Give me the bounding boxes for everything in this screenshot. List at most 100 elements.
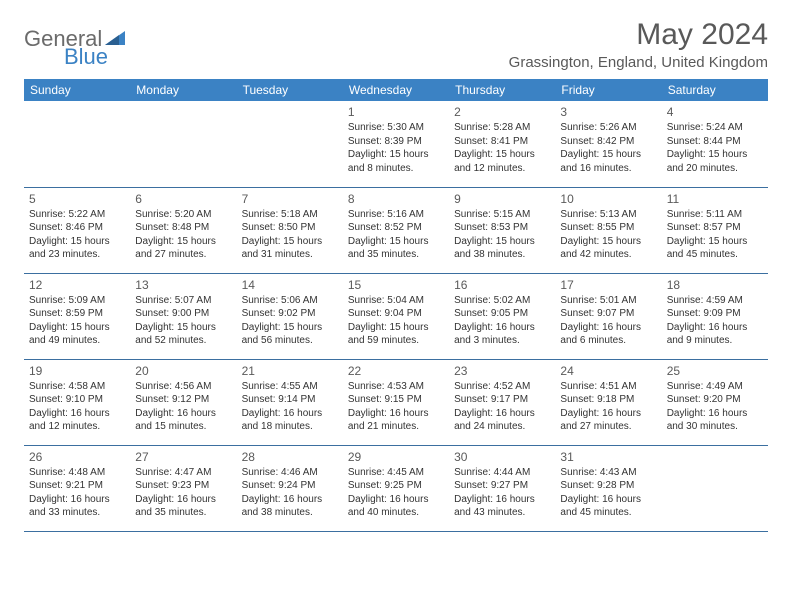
day-number: 17 xyxy=(560,277,656,293)
sunrise-line: Sunrise: 5:11 AM xyxy=(667,208,763,222)
logo-line2: Blue xyxy=(24,44,108,70)
day-number: 23 xyxy=(454,363,550,379)
daylight-line: Daylight: 15 hours and 20 minutes. xyxy=(667,148,763,175)
daylight-line: Daylight: 16 hours and 27 minutes. xyxy=(560,407,656,434)
day-number: 11 xyxy=(667,191,763,207)
day-number: 13 xyxy=(135,277,231,293)
header: General May 2024 Grassington, England, U… xyxy=(24,18,768,71)
day-number: 2 xyxy=(454,104,550,120)
day-number: 1 xyxy=(348,104,444,120)
calendar-cell: 18Sunrise: 4:59 AMSunset: 9:09 PMDayligh… xyxy=(662,273,768,359)
sunset-line: Sunset: 9:05 PM xyxy=(454,307,550,321)
sunset-line: Sunset: 8:59 PM xyxy=(29,307,125,321)
sunset-line: Sunset: 9:24 PM xyxy=(242,479,338,493)
daylight-line: Daylight: 15 hours and 31 minutes. xyxy=(242,235,338,262)
calendar-cell: 5Sunrise: 5:22 AMSunset: 8:46 PMDaylight… xyxy=(24,187,130,273)
logo-triangle-icon xyxy=(105,29,125,50)
day-number: 29 xyxy=(348,449,444,465)
daylight-line: Daylight: 16 hours and 3 minutes. xyxy=(454,321,550,348)
daylight-line: Daylight: 15 hours and 52 minutes. xyxy=(135,321,231,348)
sunset-line: Sunset: 9:27 PM xyxy=(454,479,550,493)
sunset-line: Sunset: 9:12 PM xyxy=(135,393,231,407)
calendar-cell: 22Sunrise: 4:53 AMSunset: 9:15 PMDayligh… xyxy=(343,359,449,445)
daylight-line: Daylight: 16 hours and 15 minutes. xyxy=(135,407,231,434)
sunset-line: Sunset: 9:10 PM xyxy=(29,393,125,407)
sunset-line: Sunset: 9:14 PM xyxy=(242,393,338,407)
dayhdr-tue: Tuesday xyxy=(237,79,343,101)
day-number: 14 xyxy=(242,277,338,293)
sunrise-line: Sunrise: 5:09 AM xyxy=(29,294,125,308)
dayhdr-wed: Wednesday xyxy=(343,79,449,101)
day-number: 9 xyxy=(454,191,550,207)
calendar-cell: 15Sunrise: 5:04 AMSunset: 9:04 PMDayligh… xyxy=(343,273,449,359)
dayhdr-thu: Thursday xyxy=(449,79,555,101)
calendar-cell xyxy=(130,101,236,187)
sunrise-line: Sunrise: 4:53 AM xyxy=(348,380,444,394)
dayhdr-mon: Monday xyxy=(130,79,236,101)
sunset-line: Sunset: 8:57 PM xyxy=(667,221,763,235)
sunset-line: Sunset: 8:39 PM xyxy=(348,135,444,149)
logo-text-blue: Blue xyxy=(24,44,108,69)
sunset-line: Sunset: 9:07 PM xyxy=(560,307,656,321)
sunset-line: Sunset: 8:52 PM xyxy=(348,221,444,235)
sunrise-line: Sunrise: 5:01 AM xyxy=(560,294,656,308)
sunrise-line: Sunrise: 4:46 AM xyxy=(242,466,338,480)
sunrise-line: Sunrise: 4:49 AM xyxy=(667,380,763,394)
day-number: 22 xyxy=(348,363,444,379)
daylight-line: Daylight: 16 hours and 24 minutes. xyxy=(454,407,550,434)
day-number: 28 xyxy=(242,449,338,465)
daylight-line: Daylight: 15 hours and 35 minutes. xyxy=(348,235,444,262)
calendar-cell: 7Sunrise: 5:18 AMSunset: 8:50 PMDaylight… xyxy=(237,187,343,273)
sunrise-line: Sunrise: 5:02 AM xyxy=(454,294,550,308)
calendar-cell: 20Sunrise: 4:56 AMSunset: 9:12 PMDayligh… xyxy=(130,359,236,445)
daylight-line: Daylight: 15 hours and 45 minutes. xyxy=(667,235,763,262)
day-header-row: Sunday Monday Tuesday Wednesday Thursday… xyxy=(24,79,768,101)
calendar-page: General May 2024 Grassington, England, U… xyxy=(0,0,792,550)
sunrise-line: Sunrise: 4:51 AM xyxy=(560,380,656,394)
calendar-row: 26Sunrise: 4:48 AMSunset: 9:21 PMDayligh… xyxy=(24,445,768,531)
day-number: 21 xyxy=(242,363,338,379)
calendar-cell: 1Sunrise: 5:30 AMSunset: 8:39 PMDaylight… xyxy=(343,101,449,187)
sunrise-line: Sunrise: 5:16 AM xyxy=(348,208,444,222)
day-number: 10 xyxy=(560,191,656,207)
location-subtitle: Grassington, England, United Kingdom xyxy=(509,54,768,71)
calendar-row: 19Sunrise: 4:58 AMSunset: 9:10 PMDayligh… xyxy=(24,359,768,445)
sunrise-line: Sunrise: 4:45 AM xyxy=(348,466,444,480)
day-number: 19 xyxy=(29,363,125,379)
day-number: 30 xyxy=(454,449,550,465)
daylight-line: Daylight: 16 hours and 40 minutes. xyxy=(348,493,444,520)
sunrise-line: Sunrise: 4:59 AM xyxy=(667,294,763,308)
sunset-line: Sunset: 8:44 PM xyxy=(667,135,763,149)
daylight-line: Daylight: 16 hours and 35 minutes. xyxy=(135,493,231,520)
sunrise-line: Sunrise: 4:56 AM xyxy=(135,380,231,394)
daylight-line: Daylight: 15 hours and 56 minutes. xyxy=(242,321,338,348)
daylight-line: Daylight: 15 hours and 12 minutes. xyxy=(454,148,550,175)
day-number: 25 xyxy=(667,363,763,379)
calendar-cell: 6Sunrise: 5:20 AMSunset: 8:48 PMDaylight… xyxy=(130,187,236,273)
day-number: 4 xyxy=(667,104,763,120)
sunset-line: Sunset: 9:21 PM xyxy=(29,479,125,493)
day-number: 8 xyxy=(348,191,444,207)
sunrise-line: Sunrise: 5:04 AM xyxy=(348,294,444,308)
sunrise-line: Sunrise: 5:30 AM xyxy=(348,121,444,135)
sunset-line: Sunset: 9:00 PM xyxy=(135,307,231,321)
month-title: May 2024 xyxy=(509,18,768,52)
sunset-line: Sunset: 8:46 PM xyxy=(29,221,125,235)
calendar-cell xyxy=(24,101,130,187)
calendar-cell: 31Sunrise: 4:43 AMSunset: 9:28 PMDayligh… xyxy=(555,445,661,531)
sunset-line: Sunset: 9:09 PM xyxy=(667,307,763,321)
calendar-row: 5Sunrise: 5:22 AMSunset: 8:46 PMDaylight… xyxy=(24,187,768,273)
day-number: 31 xyxy=(560,449,656,465)
calendar-cell: 24Sunrise: 4:51 AMSunset: 9:18 PMDayligh… xyxy=(555,359,661,445)
sunset-line: Sunset: 9:25 PM xyxy=(348,479,444,493)
sunset-line: Sunset: 9:04 PM xyxy=(348,307,444,321)
calendar-cell: 10Sunrise: 5:13 AMSunset: 8:55 PMDayligh… xyxy=(555,187,661,273)
sunrise-line: Sunrise: 4:47 AM xyxy=(135,466,231,480)
daylight-line: Daylight: 16 hours and 9 minutes. xyxy=(667,321,763,348)
sunset-line: Sunset: 8:53 PM xyxy=(454,221,550,235)
daylight-line: Daylight: 16 hours and 6 minutes. xyxy=(560,321,656,348)
calendar-cell: 17Sunrise: 5:01 AMSunset: 9:07 PMDayligh… xyxy=(555,273,661,359)
daylight-line: Daylight: 16 hours and 18 minutes. xyxy=(242,407,338,434)
daylight-line: Daylight: 16 hours and 21 minutes. xyxy=(348,407,444,434)
sunset-line: Sunset: 9:23 PM xyxy=(135,479,231,493)
